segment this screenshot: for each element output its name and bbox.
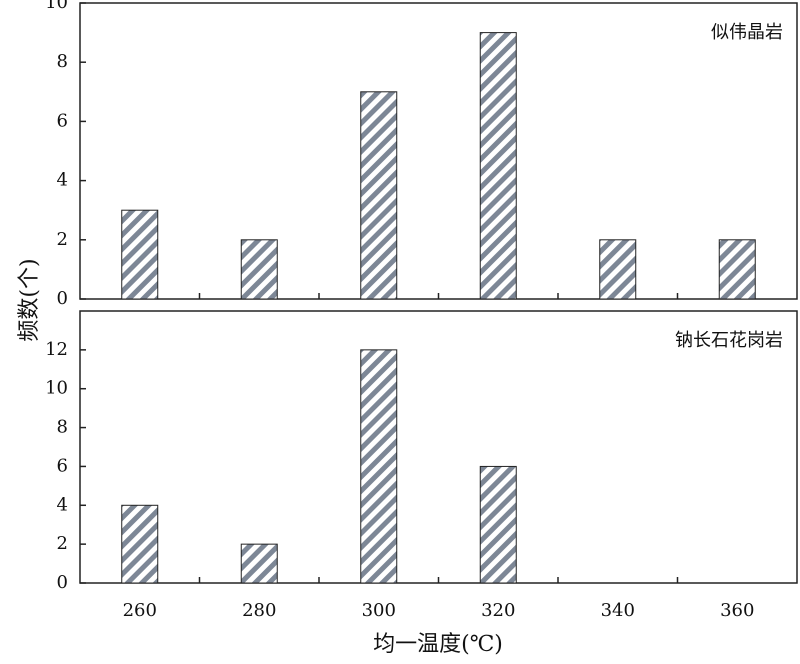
x-axis-label: 均一温度(℃)	[373, 632, 503, 657]
bar	[479, 32, 517, 300]
bar	[360, 349, 398, 584]
x-tick-label: 300	[362, 600, 396, 621]
x-tick-label: 340	[601, 600, 635, 621]
y-axis-label: 频数(个)	[17, 258, 42, 341]
y-tick-label: 2	[57, 533, 68, 554]
y-tick-label: 10	[45, 0, 68, 13]
y-tick-label: 8	[57, 51, 68, 72]
bar	[360, 91, 398, 300]
y-tick-label: 8	[57, 417, 68, 438]
y-tick-label: 0	[57, 288, 68, 309]
x-tick-label: 260	[123, 600, 157, 621]
y-tick-label: 2	[57, 229, 68, 250]
bar	[718, 239, 756, 300]
y-tick-label: 6	[57, 455, 68, 476]
panel-title: 似伟晶岩	[711, 22, 783, 43]
y-tick-label: 4	[57, 170, 68, 191]
bottom-panel-frame	[79, 310, 798, 584]
panel-title: 钠长石花岗岩	[675, 330, 783, 351]
y-tick-label: 4	[57, 494, 68, 515]
y-tick-label: 0	[57, 572, 68, 593]
bar	[240, 239, 278, 300]
bar	[121, 504, 159, 584]
x-tick-label: 320	[481, 600, 515, 621]
y-tick-label: 6	[57, 110, 68, 131]
bar	[599, 239, 637, 300]
bar	[121, 209, 159, 300]
y-tick-label: 12	[45, 339, 68, 360]
bar	[240, 543, 278, 584]
top-panel-frame	[79, 2, 798, 300]
y-tick-label: 10	[45, 378, 68, 399]
bar	[479, 465, 517, 584]
x-tick-label: 280	[242, 600, 276, 621]
x-tick-label: 360	[720, 600, 754, 621]
